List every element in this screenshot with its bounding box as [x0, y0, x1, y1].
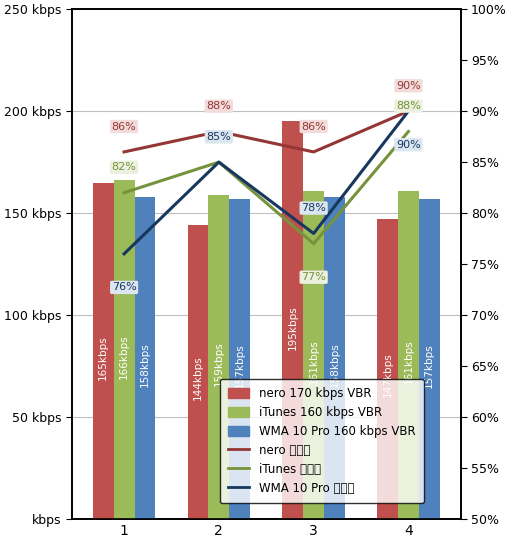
- Bar: [419, 199, 439, 519]
- Text: 86%: 86%: [301, 121, 326, 132]
- Bar: [377, 219, 398, 519]
- Text: 144kbps: 144kbps: [193, 356, 203, 401]
- Text: 86%: 86%: [112, 121, 136, 132]
- Text: 157kbps: 157kbps: [424, 343, 434, 388]
- Text: 78%: 78%: [301, 203, 326, 213]
- Bar: [93, 183, 113, 519]
- Text: 161kbps: 161kbps: [403, 339, 413, 384]
- Bar: [208, 195, 229, 519]
- Bar: [188, 225, 208, 519]
- Bar: [303, 191, 324, 519]
- Bar: [283, 121, 303, 519]
- Bar: [113, 180, 134, 519]
- Text: 161kbps: 161kbps: [309, 339, 319, 384]
- Text: 88%: 88%: [396, 101, 421, 111]
- Text: 76%: 76%: [112, 282, 136, 293]
- Legend: nero 170 kbps VBR, iTunes 160 kbps VBR, WMA 10 Pro 160 kbps VBR, nero 再現率, iTune: nero 170 kbps VBR, iTunes 160 kbps VBR, …: [220, 379, 424, 503]
- Text: 90%: 90%: [396, 81, 421, 91]
- Text: 90%: 90%: [396, 140, 421, 150]
- Bar: [324, 197, 345, 519]
- Bar: [229, 199, 250, 519]
- Text: 159kbps: 159kbps: [214, 341, 224, 386]
- Text: 147kbps: 147kbps: [383, 353, 392, 397]
- Text: 85%: 85%: [206, 132, 231, 141]
- Text: 85%: 85%: [206, 132, 231, 141]
- Bar: [134, 197, 155, 519]
- Text: 82%: 82%: [111, 162, 136, 172]
- Text: 165kbps: 165kbps: [98, 335, 108, 380]
- Text: 157kbps: 157kbps: [235, 343, 245, 388]
- Text: 158kbps: 158kbps: [140, 342, 150, 386]
- Text: 88%: 88%: [206, 101, 231, 111]
- Text: 166kbps: 166kbps: [119, 334, 129, 379]
- Text: 77%: 77%: [301, 272, 326, 282]
- Text: 158kbps: 158kbps: [330, 342, 339, 386]
- Text: 195kbps: 195kbps: [288, 306, 298, 351]
- Bar: [398, 191, 419, 519]
